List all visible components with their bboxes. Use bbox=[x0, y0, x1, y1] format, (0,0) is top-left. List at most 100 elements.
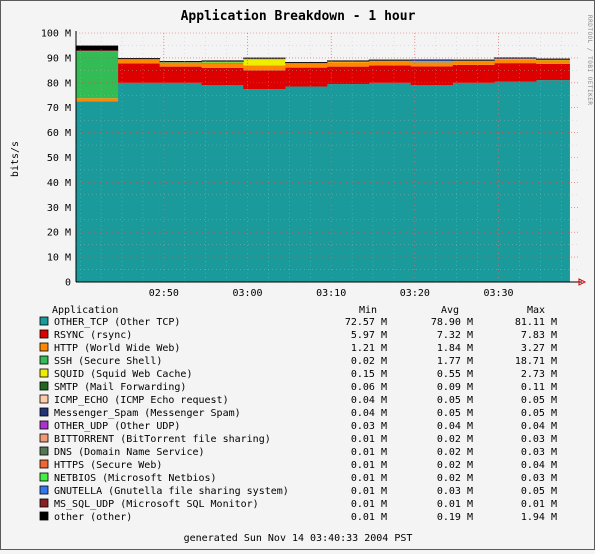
legend-series-max: 3.27 M bbox=[521, 343, 557, 354]
area-segment-0-10 bbox=[494, 81, 537, 282]
y-axis-label: bits/s bbox=[10, 141, 21, 177]
legend-series-min: 0.01 M bbox=[351, 460, 387, 471]
legend-series-avg: 0.03 M bbox=[437, 486, 473, 497]
x-tick-label: 03:20 bbox=[400, 288, 430, 299]
area-segment-0-11 bbox=[536, 80, 570, 282]
legend-swatch bbox=[39, 316, 49, 326]
area-segment-2-5 bbox=[285, 63, 328, 68]
legend-series-name: SMTP (Mail Forwarding) bbox=[54, 382, 186, 393]
area-segment-1-5 bbox=[285, 67, 328, 87]
y-tick-label: 0 bbox=[65, 278, 71, 289]
area-segment-15-11 bbox=[536, 58, 570, 60]
area-segment-1-6 bbox=[327, 66, 370, 85]
legend-series-max: 0.05 M bbox=[521, 408, 557, 419]
legend-series-min: 0.01 M bbox=[351, 434, 387, 445]
legend-series-avg: 0.19 M bbox=[437, 512, 473, 523]
y-tick-label: 40 M bbox=[47, 178, 71, 189]
area-segment-0-5 bbox=[285, 86, 328, 282]
legend-series-name: GNUTELLA (Gnutella file sharing system) bbox=[54, 486, 289, 497]
area-segment-15-9 bbox=[452, 59, 495, 61]
legend-series-name: Messenger_Spam (Messenger Spam) bbox=[54, 408, 241, 419]
area-segment-15-3 bbox=[201, 60, 244, 62]
y-tick-label: 30 M bbox=[47, 203, 71, 214]
area-segment-3-0 bbox=[76, 51, 119, 99]
legend-series-min: 0.01 M bbox=[351, 447, 387, 458]
legend-series-min: 0.15 M bbox=[351, 369, 387, 380]
legend-series-min: 0.03 M bbox=[351, 421, 387, 432]
area-segment-1-2 bbox=[159, 66, 202, 83]
y-tick-label: 100 M bbox=[41, 29, 71, 40]
legend: Application Min Avg Max OTHER_TCP (Other… bbox=[39, 305, 557, 523]
y-tick-label: 20 M bbox=[47, 228, 71, 239]
legend-series-max: 0.05 M bbox=[521, 395, 557, 406]
x-tick-label: 03:10 bbox=[316, 288, 346, 299]
legend-header-avg: Avg bbox=[441, 305, 459, 316]
legend-series-avg: 0.05 M bbox=[437, 395, 473, 406]
legend-series-max: 0.04 M bbox=[521, 421, 557, 432]
y-tick-label: 70 M bbox=[47, 103, 71, 114]
legend-series-min: 0.01 M bbox=[351, 473, 387, 484]
legend-swatch bbox=[39, 381, 49, 391]
legend-series-min: 1.21 M bbox=[351, 343, 387, 354]
area-segment-4-4 bbox=[243, 58, 286, 66]
legend-series-max: 0.03 M bbox=[521, 473, 557, 484]
legend-series-avg: 1.77 M bbox=[437, 356, 473, 367]
legend-series-min: 0.01 M bbox=[351, 512, 387, 523]
area-segment-2-6 bbox=[327, 62, 370, 67]
legend-rows: OTHER_TCP (Other TCP) 72.57 M 78.90 M 81.11… bbox=[39, 316, 557, 523]
legend-swatch bbox=[39, 342, 49, 352]
area-segment-15-7 bbox=[368, 59, 411, 61]
area-segment-2-9 bbox=[452, 61, 495, 65]
x-tick-labels: 02:50 03:00 03:10 03:20 03:30 bbox=[149, 288, 514, 299]
area-segment-2-10 bbox=[494, 59, 537, 64]
area-segment-15-0 bbox=[76, 45, 119, 51]
area-segment-1-8 bbox=[410, 66, 453, 86]
legend-series-name: MS_SQL_UDP (Microsoft SQL Monitor) bbox=[54, 499, 259, 510]
legend-series-name: RSYNC (rsync) bbox=[54, 330, 132, 341]
area-segment-0-6 bbox=[327, 84, 370, 282]
legend-swatch bbox=[39, 394, 49, 404]
chart-title: Application Breakdown - 1 hour bbox=[181, 9, 416, 24]
legend-series-max: 1.94 M bbox=[521, 512, 557, 523]
area-segment-1-3 bbox=[201, 67, 244, 86]
legend-series-avg: 1.84 M bbox=[437, 343, 473, 354]
legend-header-min: Min bbox=[359, 305, 377, 316]
legend-series-avg: 0.55 M bbox=[437, 369, 473, 380]
area-segment-15-8 bbox=[410, 59, 453, 61]
legend-swatch bbox=[39, 420, 49, 430]
axes bbox=[75, 31, 587, 286]
legend-series-avg: 78.90 M bbox=[431, 317, 473, 328]
legend-series-min: 72.57 M bbox=[345, 317, 387, 328]
legend-series-name: ICMP_ECHO (ICMP Echo request) bbox=[54, 395, 229, 406]
legend-series-max: 0.01 M bbox=[521, 499, 557, 510]
legend-swatch bbox=[39, 472, 49, 482]
x-axis-arrow bbox=[578, 278, 587, 286]
legend-swatch bbox=[39, 433, 49, 443]
legend-swatch bbox=[39, 485, 49, 495]
area-segment-2-0 bbox=[76, 98, 119, 102]
legend-series-name: other (other) bbox=[54, 512, 132, 523]
area-segment-0-7 bbox=[368, 82, 411, 282]
area-segment-2-8 bbox=[410, 62, 453, 67]
area-segment-2-7 bbox=[368, 61, 411, 66]
legend-series-max: 0.11 M bbox=[521, 382, 557, 393]
legend-series-avg: 0.05 M bbox=[437, 408, 473, 419]
legend-series-min: 0.01 M bbox=[351, 486, 387, 497]
legend-series-min: 5.97 M bbox=[351, 330, 387, 341]
area-segment-1-1 bbox=[117, 63, 160, 83]
area-segment-0-9 bbox=[452, 82, 495, 282]
legend-series-max: 18.71 M bbox=[515, 356, 557, 367]
x-tick-label: 03:30 bbox=[483, 288, 513, 299]
legend-series-max: 2.73 M bbox=[521, 369, 557, 380]
legend-series-name: OTHER_TCP (Other TCP) bbox=[54, 317, 180, 328]
legend-series-min: 0.02 M bbox=[351, 356, 387, 367]
area-segment-15-1 bbox=[117, 58, 160, 60]
area-segment-14-0 bbox=[76, 50, 119, 52]
legend-series-name: NETBIOS (Microsoft Netbios) bbox=[54, 473, 217, 484]
legend-series-min: 0.01 M bbox=[351, 499, 387, 510]
legend-series-max: 7.83 M bbox=[521, 330, 557, 341]
area-segment-15-4 bbox=[243, 57, 286, 59]
legend-series-min: 0.04 M bbox=[351, 408, 387, 419]
legend-header-max: Max bbox=[527, 305, 545, 316]
grid-lines bbox=[76, 32, 578, 283]
